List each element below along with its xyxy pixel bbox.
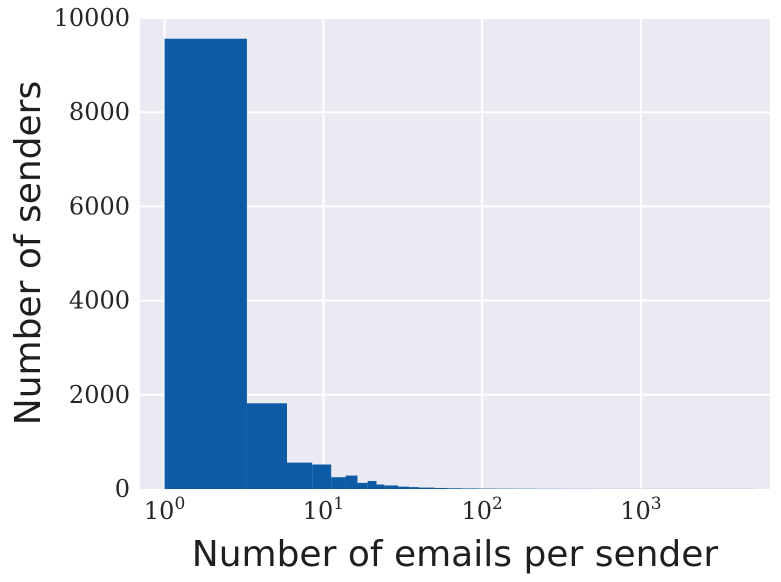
histogram-bar — [286, 462, 313, 489]
x-axis-ticks: 100 101 102 103 — [144, 494, 662, 525]
y-axis-ticks: 0 2000 4000 6000 8000 10000 — [54, 4, 130, 503]
histogram-bar — [345, 475, 358, 489]
histogram-bar — [246, 403, 287, 489]
y-tick-label: 2000 — [69, 381, 130, 409]
x-tick-label: 100 — [144, 494, 185, 525]
y-tick-label: 0 — [115, 475, 130, 503]
histogram-bar — [367, 480, 377, 489]
histogram-bar — [418, 487, 435, 489]
histogram-bar — [312, 464, 332, 489]
y-axis-label: Number of senders — [8, 81, 49, 425]
histogram-bars — [164, 38, 755, 489]
histogram-bar — [376, 484, 385, 489]
y-tick-label: 6000 — [69, 192, 130, 220]
x-tick-label: 103 — [620, 494, 661, 525]
histogram-bar — [384, 485, 398, 489]
histogram-bar — [331, 477, 346, 489]
y-tick-label: 10000 — [54, 4, 130, 32]
histogram-bar — [357, 482, 368, 489]
x-tick-label: 102 — [461, 494, 502, 525]
y-tick-label: 4000 — [69, 287, 130, 315]
histogram-bar — [462, 488, 479, 489]
histogram-bar — [409, 487, 419, 489]
histogram-bar — [164, 38, 247, 489]
y-tick-label: 8000 — [69, 98, 130, 126]
x-tick-label: 101 — [303, 494, 344, 525]
histogram-bar — [397, 486, 410, 489]
histogram-bar — [446, 488, 463, 489]
x-axis-label: Number of emails per sender — [192, 534, 719, 575]
histogram-bar — [434, 487, 447, 489]
